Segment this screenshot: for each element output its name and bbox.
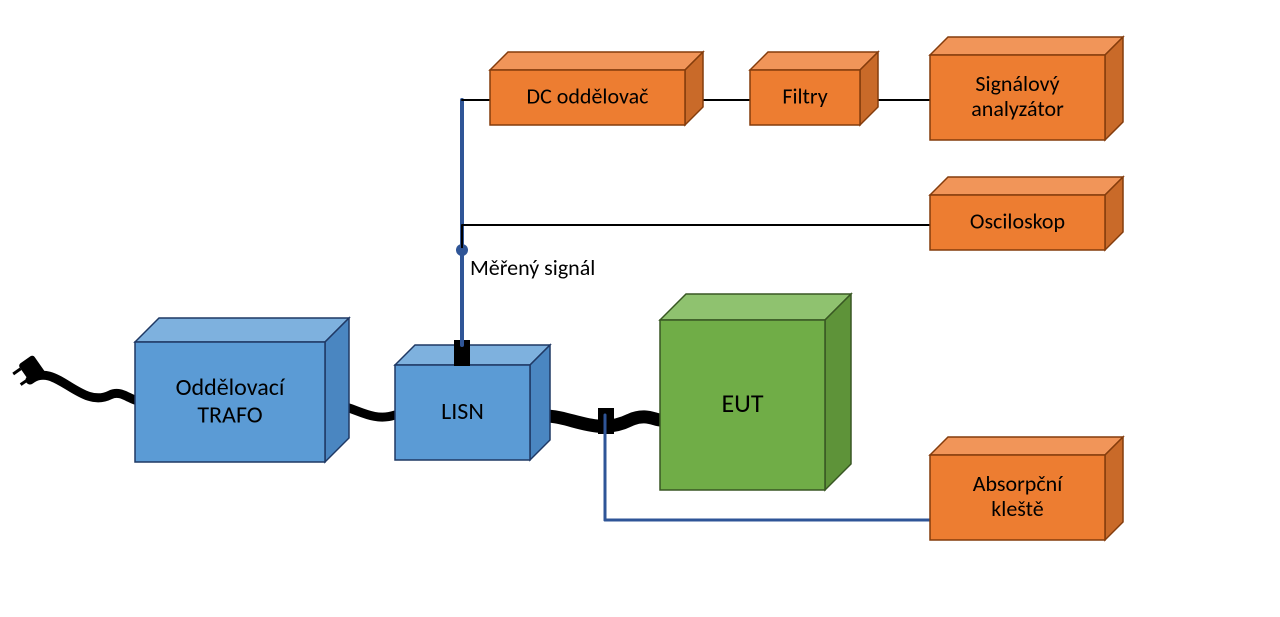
dc-separator-box: DC oddělovač (490, 52, 703, 125)
trafo-box-label: TRAFO (197, 400, 262, 429)
boxes-layer: OddělovacíTRAFO LISN EUT DC oddělovač Filtry… (135, 37, 1123, 540)
kleste-box-label: Absorpční (973, 470, 1063, 497)
analyzer-box-label: Signálový (975, 70, 1059, 97)
trafo-box-label: Oddělovací (176, 373, 286, 402)
osciloskop-box: Osciloskop (930, 177, 1123, 250)
lisn-box: LISN (395, 345, 550, 460)
filtry-box: Filtry (750, 52, 878, 125)
osciloskop-box-label: Osciloskop (970, 208, 1065, 235)
signal-label: Měřený signál (470, 254, 595, 281)
filtry-box-label: Filtry (782, 83, 827, 110)
eut-box: EUT (660, 294, 851, 490)
kleste-box-label: kleště (991, 495, 1043, 522)
trafo-box: OddělovacíTRAFO (135, 318, 349, 462)
analyzer-box-label: analyzátor (971, 95, 1064, 122)
lisn-box-label: LISN (441, 397, 484, 426)
eut-box-label: EUT (721, 387, 763, 419)
kleste-box: Absorpčníkleště (930, 437, 1123, 540)
analyzer-box: Signálovýanalyzátor (930, 37, 1123, 140)
dc-separator-box-label: DC oddělovač (527, 83, 649, 110)
